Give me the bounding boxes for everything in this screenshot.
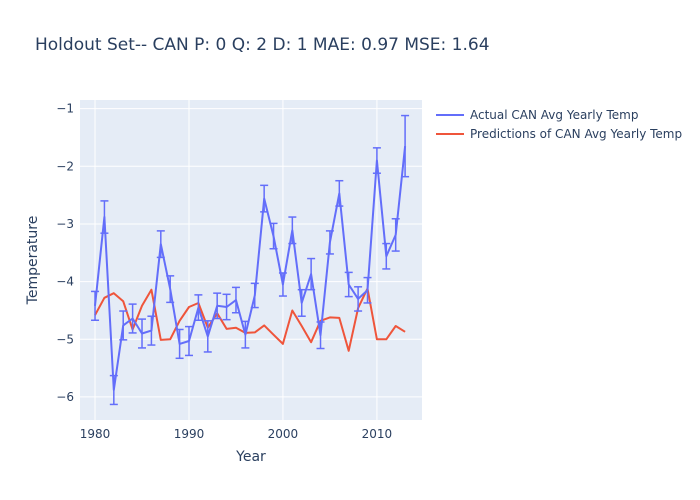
- x-tick-label: 2010: [362, 427, 393, 441]
- series-line: [94, 145, 407, 391]
- series-line: [94, 287, 406, 352]
- y-tick-label: −3: [56, 217, 74, 231]
- y-tick-label: −1: [56, 102, 74, 116]
- y-axis-label: Temperature: [25, 216, 41, 306]
- x-tick-label: 1980: [80, 427, 111, 441]
- tick-labels: 1980 1990 2000 2010 −6 −5 −4 −3 −2 −1: [56, 102, 392, 441]
- y-tick-label: −4: [56, 275, 74, 289]
- legend-label: Predictions of CAN Avg Yearly Temp: [470, 127, 682, 141]
- series-layer: [91, 114, 410, 406]
- grid-lines: [80, 100, 422, 420]
- series-1: [94, 287, 406, 352]
- legend: Actual CAN Avg Yearly Temp Predictions of…: [436, 108, 682, 141]
- series-0: [91, 114, 410, 406]
- x-tick-label: 1990: [174, 427, 205, 441]
- y-tick-label: −2: [56, 159, 74, 173]
- y-tick-label: −6: [56, 390, 74, 404]
- chart-title: Holdout Set-- CAN P: 0 Q: 2 D: 1 MAE: 0.…: [35, 35, 490, 55]
- y-tick-label: −5: [56, 332, 74, 346]
- plot-area: [80, 100, 422, 420]
- legend-label: Actual CAN Avg Yearly Temp: [470, 108, 638, 122]
- x-axis-label: Year: [235, 449, 266, 465]
- x-tick-label: 2000: [268, 427, 299, 441]
